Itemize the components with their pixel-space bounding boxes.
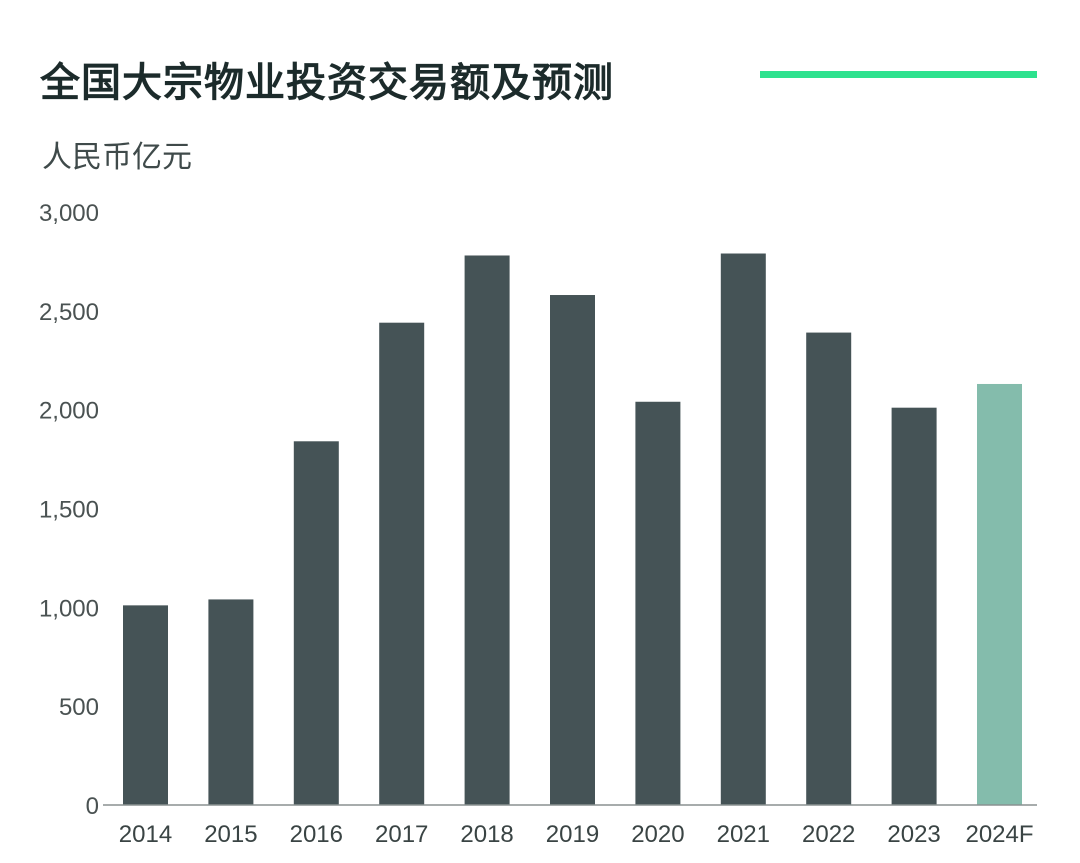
x-axis-ticks: 2014 2015 2016 2017 2018 2019 2020 2021 2022 2023…	[119, 821, 1034, 848]
x-tick-label: 2024F	[965, 821, 1033, 848]
bar-2015	[208, 599, 254, 805]
y-tick-label: 3,000	[39, 200, 99, 227]
bar-2023	[891, 407, 937, 805]
y-tick-label: 1,000	[39, 595, 99, 622]
bar-2020	[635, 401, 681, 805]
y-axis-unit-label: 人民币亿元	[42, 140, 192, 175]
chart-title: 全国大宗物业投资交易额及预测	[40, 60, 614, 106]
x-tick-label: 2022	[802, 821, 855, 848]
y-tick-label: 2,000	[39, 398, 99, 425]
bar-2019	[550, 295, 595, 805]
x-tick-label: 2023	[887, 821, 940, 848]
bar-2018	[464, 255, 510, 805]
accent-line	[760, 71, 1037, 78]
bar-2016	[293, 441, 339, 805]
bar-2017	[379, 322, 425, 805]
bar-2022	[806, 332, 852, 805]
y-tick-label: 1,500	[39, 497, 99, 524]
bars	[123, 253, 1022, 805]
y-tick-label: 0	[86, 793, 99, 820]
x-tick-label: 2014	[119, 821, 172, 848]
bar-2021	[720, 253, 766, 805]
x-tick-label: 2020	[631, 821, 684, 848]
x-tick-label: 2017	[375, 821, 428, 848]
x-tick-label: 2019	[546, 821, 599, 848]
y-axis-ticks: 0 500 1,000 1,500 2,000 2,500 3,000	[39, 200, 99, 820]
x-tick-label: 2021	[717, 821, 770, 848]
x-tick-label: 2018	[460, 821, 513, 848]
bar-2024f	[977, 383, 1022, 805]
x-tick-label: 2015	[204, 821, 257, 848]
x-tick-label: 2016	[290, 821, 343, 848]
y-tick-label: 2,500	[39, 299, 99, 326]
y-tick-label: 500	[59, 694, 99, 721]
bar-2014	[123, 605, 168, 805]
